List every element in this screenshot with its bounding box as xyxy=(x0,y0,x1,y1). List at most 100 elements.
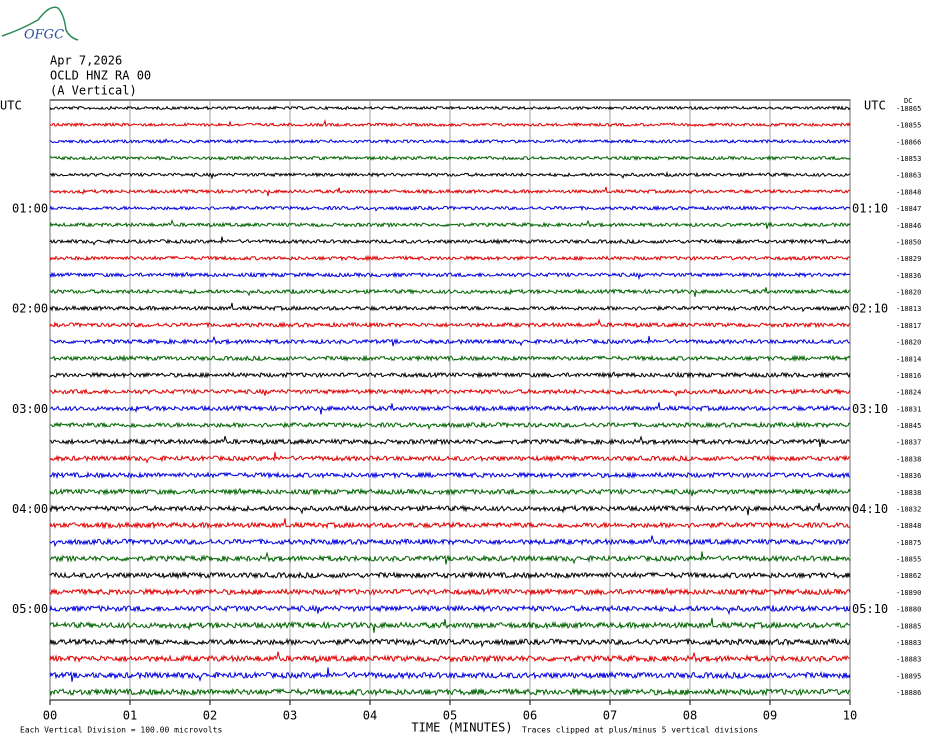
trace-offset: -18824 xyxy=(896,389,921,397)
trace xyxy=(49,186,851,197)
trace xyxy=(49,451,851,464)
trace-offset: -18846 xyxy=(896,222,921,230)
x-tick-label: 00 xyxy=(43,709,57,723)
trace xyxy=(49,435,851,448)
trace xyxy=(49,637,851,648)
trace-offset: -18837 xyxy=(896,439,921,447)
trace xyxy=(49,254,851,262)
trace xyxy=(49,421,851,430)
row-time-left: 01:00 xyxy=(12,202,48,216)
trace xyxy=(49,155,851,161)
trace xyxy=(49,487,851,497)
trace-offset: -18816 xyxy=(896,372,921,380)
trace-offset: -18855 xyxy=(896,122,921,130)
trace-offset: -18847 xyxy=(896,205,921,213)
trace xyxy=(49,402,851,415)
trace xyxy=(49,218,851,229)
trace-offset: -18850 xyxy=(896,238,921,246)
row-time-right: 05:10 xyxy=(852,602,888,616)
logo: OFGC xyxy=(1,6,79,43)
trace xyxy=(49,302,851,313)
trace-offset: -18863 xyxy=(896,172,921,180)
x-tick-label: 07 xyxy=(603,709,617,723)
trace xyxy=(49,667,851,682)
trace-offset: -18853 xyxy=(896,155,921,163)
trace-offset: -18820 xyxy=(896,339,921,347)
row-time-left: 03:00 xyxy=(12,402,48,416)
trace xyxy=(49,204,851,212)
trace-offset: -18855 xyxy=(896,556,921,564)
trace-offset: -18820 xyxy=(896,289,921,297)
row-time-right: 04:10 xyxy=(852,502,888,516)
trace-offset: -18838 xyxy=(896,455,921,463)
trace-offset: -18890 xyxy=(896,589,921,597)
logo-text: OFGC xyxy=(24,28,64,43)
trace xyxy=(49,236,851,246)
trace xyxy=(49,570,851,580)
trace-offset: -18814 xyxy=(896,355,921,363)
trace-offset: -18883 xyxy=(896,639,921,647)
x-tick-label: 06 xyxy=(523,709,537,723)
x-tick-label: 08 xyxy=(683,709,697,723)
trace xyxy=(49,502,851,516)
trace-offset: -18895 xyxy=(896,672,921,680)
trace xyxy=(49,171,851,180)
trace xyxy=(49,587,851,597)
trace-offset: -18836 xyxy=(896,472,921,480)
trace-offset: -18875 xyxy=(896,539,921,547)
trace-offset: -18848 xyxy=(896,522,921,530)
trace xyxy=(49,535,851,548)
x-tick-label: 09 xyxy=(763,709,777,723)
station: OCLD HNZ RA 00 xyxy=(50,69,151,83)
scale-note: Each Vertical Division = 100.00 microvol… xyxy=(20,726,222,735)
left-label: UTC xyxy=(0,99,22,113)
trace xyxy=(49,651,851,664)
trace-offset: -18848 xyxy=(896,188,921,196)
trace-offset: -18866 xyxy=(896,138,921,146)
trace-offset: -18817 xyxy=(896,322,921,330)
trace-offset: -18838 xyxy=(896,489,921,497)
row-time-left: 04:00 xyxy=(12,502,48,516)
trace xyxy=(49,118,851,128)
trace xyxy=(49,105,851,111)
trace xyxy=(49,371,851,379)
trace xyxy=(49,617,851,633)
x-tick-label: 03 xyxy=(283,709,297,723)
x-tick-label: 01 xyxy=(123,709,137,723)
trace xyxy=(49,354,851,363)
row-time-right: 03:10 xyxy=(852,402,888,416)
trace-offset: -18831 xyxy=(896,405,921,413)
date: Apr 7,2026 xyxy=(50,54,122,68)
trace-offset: -18829 xyxy=(896,255,921,263)
x-tick-label: 04 xyxy=(363,709,377,723)
trace xyxy=(49,551,851,565)
trace xyxy=(49,470,851,480)
trace-offset: -18832 xyxy=(896,505,921,513)
trace xyxy=(49,604,851,616)
trace xyxy=(49,287,851,297)
row-time-left: 02:00 xyxy=(12,302,48,316)
row-time-right: 02:10 xyxy=(852,302,888,316)
dc-label: DC xyxy=(904,97,912,105)
row-time-left: 05:00 xyxy=(12,602,48,616)
trace-offset: -18883 xyxy=(896,656,921,664)
clip-note: Traces clipped at plus/minus 5 vertical … xyxy=(522,726,758,735)
trace-offset: -18845 xyxy=(896,422,921,430)
trace-offset: -18885 xyxy=(896,622,921,630)
trace-offset: -18836 xyxy=(896,272,921,280)
trace xyxy=(49,271,851,281)
x-tick-label: 02 xyxy=(203,709,217,723)
component: (A Vertical) xyxy=(50,84,137,98)
trace xyxy=(49,138,851,145)
trace xyxy=(49,387,851,398)
x-tick-label: 10 xyxy=(843,709,857,723)
trace-offset: -18886 xyxy=(896,689,921,697)
right-label: UTC xyxy=(864,99,886,113)
trace-offset: -18865 xyxy=(896,105,921,113)
trace xyxy=(49,687,850,697)
trace xyxy=(49,318,851,329)
trace xyxy=(49,335,851,347)
trace-offset: -18880 xyxy=(896,606,921,614)
